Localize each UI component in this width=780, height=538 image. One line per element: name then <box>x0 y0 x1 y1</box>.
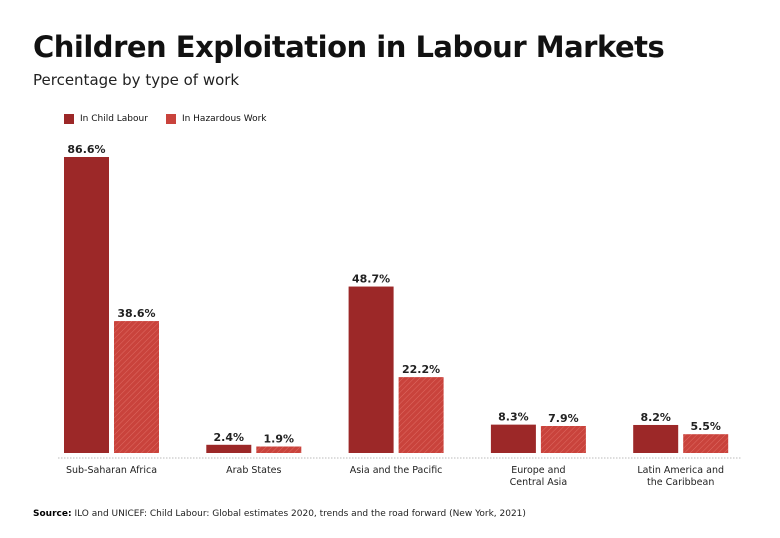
data-label: 8.2% <box>640 411 671 424</box>
data-label: 48.7% <box>352 273 390 286</box>
data-label: 7.9% <box>548 412 579 425</box>
bar-hazardous-work <box>540 425 586 453</box>
bar-child-labour <box>64 157 109 453</box>
bar-hazardous-work <box>398 377 444 453</box>
legend-item-hazardous-work: In Hazardous Work <box>165 114 267 124</box>
x-tick-label: Europe and <box>511 465 565 476</box>
source-label: Source: <box>33 509 72 519</box>
bar-hazardous-work <box>683 434 729 453</box>
data-label: 22.2% <box>402 363 440 376</box>
source-note: Source: ILO and UNICEF: Child Labour: Gl… <box>33 509 526 519</box>
x-tick-label: Sub-Saharan Africa <box>66 465 157 476</box>
x-tick-label: Central Asia <box>510 477 568 488</box>
legend-swatch-child-labour <box>64 114 74 124</box>
data-label: 86.6% <box>67 143 105 156</box>
bar-hazardous-work <box>256 446 302 453</box>
data-label: 1.9% <box>264 433 295 446</box>
x-tick-label: Latin America and <box>637 465 724 476</box>
x-tick-label: the Caribbean <box>647 477 714 488</box>
legend-label: In Child Labour <box>80 114 148 124</box>
bar-hazardous-work <box>114 321 159 453</box>
data-label: 5.5% <box>690 420 721 433</box>
bar-child-labour <box>633 424 679 453</box>
bar-child-labour <box>490 424 536 453</box>
bar-child-labour <box>348 286 394 453</box>
x-tick-label: Asia and the Pacific <box>350 465 443 476</box>
chart-title: Children Exploitation in Labour Markets <box>33 30 665 64</box>
legend-label: In Hazardous Work <box>181 114 267 124</box>
bar-child-labour <box>206 444 252 453</box>
source-text: ILO and UNICEF: Child Labour: Global est… <box>74 509 526 519</box>
legend-swatch-hazardous-work <box>165 114 176 124</box>
data-label: 2.4% <box>214 431 245 444</box>
legend: In Child Labour In Hazardous Work <box>64 114 266 124</box>
chart-subtitle: Percentage by type of work <box>33 71 240 89</box>
data-label: 38.6% <box>117 307 155 320</box>
x-tick-label: Arab States <box>226 465 281 476</box>
legend-item-child-labour: In Child Labour <box>64 114 148 124</box>
data-label: 8.3% <box>498 411 529 424</box>
